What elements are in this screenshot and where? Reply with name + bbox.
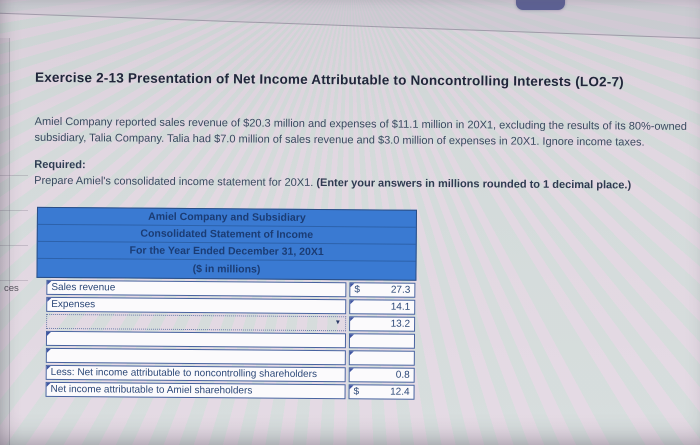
amount-input-cell[interactable]: $ 12.4 [348, 384, 415, 400]
sidebar-divider [0, 245, 28, 246]
row-label-cell: Expenses [46, 296, 347, 315]
dropdown-arrow-icon: ▼ [334, 319, 342, 327]
amount-input-cell[interactable] [348, 333, 416, 349]
amount-input-cell[interactable]: 0.8 [348, 367, 415, 383]
table-row-blank-1 [45, 330, 416, 349]
instruction-emphasis: (Enter your answers in millions rounded … [316, 177, 632, 192]
amount-value: 14.1 [390, 301, 411, 313]
currency-symbol: $ [353, 386, 360, 398]
amount-input-cell[interactable]: 13.2 [349, 316, 416, 332]
row-label-cell: Net income attributable to Amiel shareho… [45, 381, 346, 400]
table-row-net-income-dropdown: ▼ 13.2 [46, 313, 416, 332]
row-label-cell: Less: Net income attributable to noncont… [45, 364, 346, 383]
row-label-cell[interactable] [45, 347, 346, 366]
table-row-amiel-shareholders: Net income attributable to Amiel shareho… [45, 381, 416, 400]
amount-value: 27.3 [390, 284, 411, 296]
instruction-text: Prepare Amiel's consolidated income stat… [34, 174, 317, 190]
table-row-noncontrolling: Less: Net income attributable to noncont… [45, 364, 416, 383]
exercise-description: Amiel Company reported sales revenue of … [34, 115, 687, 149]
amount-input-cell[interactable]: 14.1 [349, 299, 416, 315]
amount-input-cell[interactable] [348, 350, 415, 366]
table-row-blank-2 [45, 347, 416, 366]
statement-header: Amiel Company and Subsidiary Consolidate… [36, 206, 417, 281]
amount-value: 12.4 [390, 386, 410, 398]
currency-symbol: $ [354, 284, 360, 296]
collapsed-sidebar-rail [0, 38, 10, 445]
sidebar-divider [0, 210, 28, 211]
amount-value: 0.8 [395, 369, 410, 381]
amount-input-cell[interactable]: $ 27.3 [349, 282, 416, 298]
statement-header-units: ($ in millions) [192, 263, 261, 276]
exercise-title: Exercise 2-13 Presentation of Net Income… [34, 69, 624, 90]
scroll-pill[interactable] [516, 0, 565, 10]
label-dropdown-cell[interactable]: ▼ [46, 313, 347, 332]
sidebar-divider [0, 175, 28, 176]
row-label-cell: Sales revenue [46, 279, 347, 298]
row-label-cell[interactable] [45, 330, 347, 349]
amount-value: 13.2 [390, 318, 411, 330]
required-label: Required: [34, 158, 86, 172]
table-row-sales-revenue: Sales revenue $ 27.3 [46, 279, 416, 298]
instruction-line: Prepare Amiel's consolidated income stat… [34, 175, 696, 192]
sidebar-item-references-partial[interactable]: ces [4, 283, 19, 294]
sidebar-divider [0, 280, 28, 281]
table-row-expenses: Expenses 14.1 [46, 296, 416, 315]
income-statement-table: Amiel Company and Subsidiary Consolidate… [36, 206, 417, 400]
statement-body: Sales revenue $ 27.3 Expenses 14.1 ▼ [36, 279, 417, 400]
